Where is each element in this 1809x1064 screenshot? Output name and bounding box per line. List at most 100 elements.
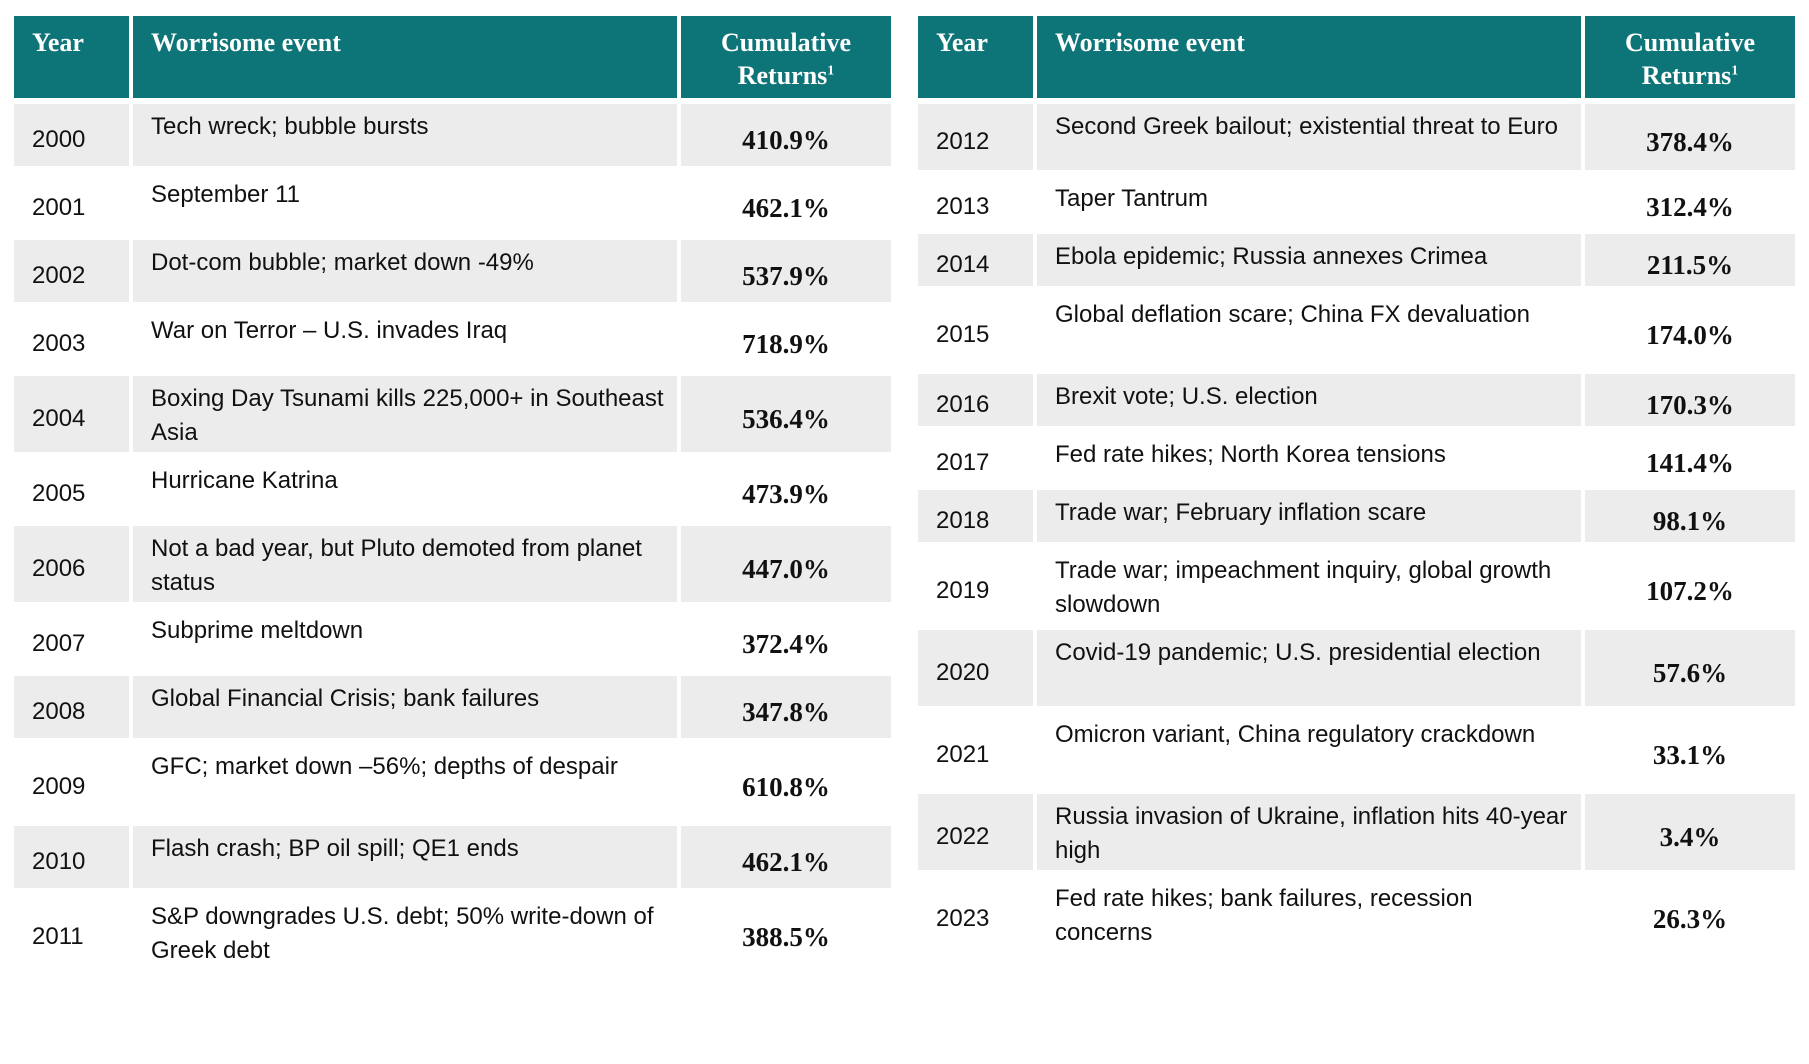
event-cell: Global deflation scare; China FX devalua…: [1037, 292, 1581, 368]
year-cell: 2012: [918, 104, 1033, 170]
table-row: 2003 War on Terror – U.S. invades Iraq 718…: [14, 308, 891, 370]
event-cell: Not a bad year, but Pluto demoted from p…: [133, 526, 677, 602]
table-row: 2023 Fed rate hikes; bank failures, reces…: [918, 876, 1795, 952]
year-cell: 2021: [918, 712, 1033, 788]
event-cell: Second Greek bailout; existential threat…: [1037, 104, 1581, 170]
year-cell: 2011: [14, 894, 129, 970]
year-cell: 2008: [14, 676, 129, 738]
event-cell: War on Terror – U.S. invades Iraq: [133, 308, 677, 370]
event-cell: Dot-com bubble; market down -49%: [133, 240, 677, 302]
event-cell: Boxing Day Tsunami kills 225,000+ in Sou…: [133, 376, 677, 452]
return-cell: 347.8%: [681, 676, 891, 738]
header-year: Year: [14, 16, 129, 98]
return-cell: 141.4%: [1585, 432, 1795, 484]
table-row: 2001 September 11 462.1%: [14, 172, 891, 234]
return-cell: 170.3%: [1585, 374, 1795, 426]
return-cell: 107.2%: [1585, 548, 1795, 624]
return-cell: 537.9%: [681, 240, 891, 302]
table-row: 2007 Subprime meltdown 372.4%: [14, 608, 891, 670]
header-returns: Cumulative Returns1: [1585, 16, 1795, 98]
year-cell: 2001: [14, 172, 129, 234]
event-cell: Covid-19 pandemic; U.S. presidential ele…: [1037, 630, 1581, 706]
table-row: 2017 Fed rate hikes; North Korea tensions…: [918, 432, 1795, 484]
year-cell: 2014: [918, 234, 1033, 286]
event-cell: Fed rate hikes; North Korea tensions: [1037, 432, 1581, 484]
event-cell: Fed rate hikes; bank failures, recession…: [1037, 876, 1581, 952]
event-cell: Tech wreck; bubble bursts: [133, 104, 677, 166]
return-cell: 473.9%: [681, 458, 891, 520]
event-cell: Omicron variant, China regulatory crackd…: [1037, 712, 1581, 788]
table-row: 2000 Tech wreck; bubble bursts 410.9%: [14, 104, 891, 166]
return-cell: 33.1%: [1585, 712, 1795, 788]
table-row: 2013 Taper Tantrum 312.4%: [918, 176, 1795, 228]
table-row: 2012 Second Greek bailout; existential th…: [918, 104, 1795, 170]
header-returns-line2: Returns: [1641, 61, 1732, 90]
table-row: 2011 S&P downgrades U.S. debt; 50% write-…: [14, 894, 891, 970]
return-cell: 462.1%: [681, 826, 891, 888]
footnote-marker: 1: [827, 63, 835, 79]
table-row: 2018 Trade war; February inflation scare 9…: [918, 490, 1795, 542]
table-row: 2022 Russia invasion of Ukraine, inflatio…: [918, 794, 1795, 870]
table-row: 2004 Boxing Day Tsunami kills 225,000+ in…: [14, 376, 891, 452]
event-cell: Hurricane Katrina: [133, 458, 677, 520]
year-cell: 2016: [918, 374, 1033, 426]
events-table-left: Year Worrisome event Cumulative Returns1…: [14, 16, 891, 970]
return-cell: 410.9%: [681, 104, 891, 166]
year-cell: 2018: [918, 490, 1033, 542]
header-event: Worrisome event: [133, 16, 677, 98]
year-cell: 2013: [918, 176, 1033, 228]
events-table-right: Year Worrisome event Cumulative Returns1…: [918, 16, 1795, 952]
event-cell: September 11: [133, 172, 677, 234]
year-cell: 2004: [14, 376, 129, 452]
event-cell: Trade war; February inflation scare: [1037, 490, 1581, 542]
event-cell: GFC; market down –56%; depths of despair: [133, 744, 677, 820]
return-cell: 536.4%: [681, 376, 891, 452]
year-cell: 2002: [14, 240, 129, 302]
return-cell: 378.4%: [1585, 104, 1795, 170]
return-cell: 388.5%: [681, 894, 891, 970]
year-cell: 2022: [918, 794, 1033, 870]
year-cell: 2003: [14, 308, 129, 370]
return-cell: 98.1%: [1585, 490, 1795, 542]
table-row: 2020 Covid-19 pandemic; U.S. presidential…: [918, 630, 1795, 706]
event-cell: Taper Tantrum: [1037, 176, 1581, 228]
table-row: 2008 Global Financial Crisis; bank failur…: [14, 676, 891, 738]
return-cell: 57.6%: [1585, 630, 1795, 706]
table-row: 2010 Flash crash; BP oil spill; QE1 ends 4…: [14, 826, 891, 888]
year-cell: 2017: [918, 432, 1033, 484]
table-body: 2012 Second Greek bailout; existential th…: [918, 98, 1795, 952]
table-row: 2005 Hurricane Katrina 473.9%: [14, 458, 891, 520]
footnote-marker: 1: [1731, 63, 1739, 79]
event-cell: Flash crash; BP oil spill; QE1 ends: [133, 826, 677, 888]
event-cell: Russia invasion of Ukraine, inflation hi…: [1037, 794, 1581, 870]
table-row: 2002 Dot-com bubble; market down -49% 537.…: [14, 240, 891, 302]
return-cell: 372.4%: [681, 608, 891, 670]
header-event: Worrisome event: [1037, 16, 1581, 98]
event-cell: Global Financial Crisis; bank failures: [133, 676, 677, 738]
return-cell: 447.0%: [681, 526, 891, 602]
table-row: 2006 Not a bad year, but Pluto demoted fr…: [14, 526, 891, 602]
table-row: 2021 Omicron variant, China regulatory cr…: [918, 712, 1795, 788]
return-cell: 211.5%: [1585, 234, 1795, 286]
return-cell: 26.3%: [1585, 876, 1795, 952]
header-returns-line1: Cumulative: [1625, 28, 1755, 57]
return-cell: 312.4%: [1585, 176, 1795, 228]
year-cell: 2019: [918, 548, 1033, 624]
year-cell: 2007: [14, 608, 129, 670]
table-row: 2015 Global deflation scare; China FX dev…: [918, 292, 1795, 368]
year-cell: 2006: [14, 526, 129, 602]
table-body: 2000 Tech wreck; bubble bursts 410.9% 2001 S…: [14, 98, 891, 970]
table-row: 2019 Trade war; impeachment inquiry, glob…: [918, 548, 1795, 624]
header-year: Year: [918, 16, 1033, 98]
header-returns-line2: Returns: [737, 61, 828, 90]
table-row: 2014 Ebola epidemic; Russia annexes Crime…: [918, 234, 1795, 286]
year-cell: 2010: [14, 826, 129, 888]
return-cell: 174.0%: [1585, 292, 1795, 368]
table-row: 2016 Brexit vote; U.S. election 170.3%: [918, 374, 1795, 426]
event-cell: Ebola epidemic; Russia annexes Crimea: [1037, 234, 1581, 286]
year-cell: 2005: [14, 458, 129, 520]
year-cell: 2000: [14, 104, 129, 166]
header-returns: Cumulative Returns1: [681, 16, 891, 98]
year-cell: 2015: [918, 292, 1033, 368]
return-cell: 610.8%: [681, 744, 891, 820]
